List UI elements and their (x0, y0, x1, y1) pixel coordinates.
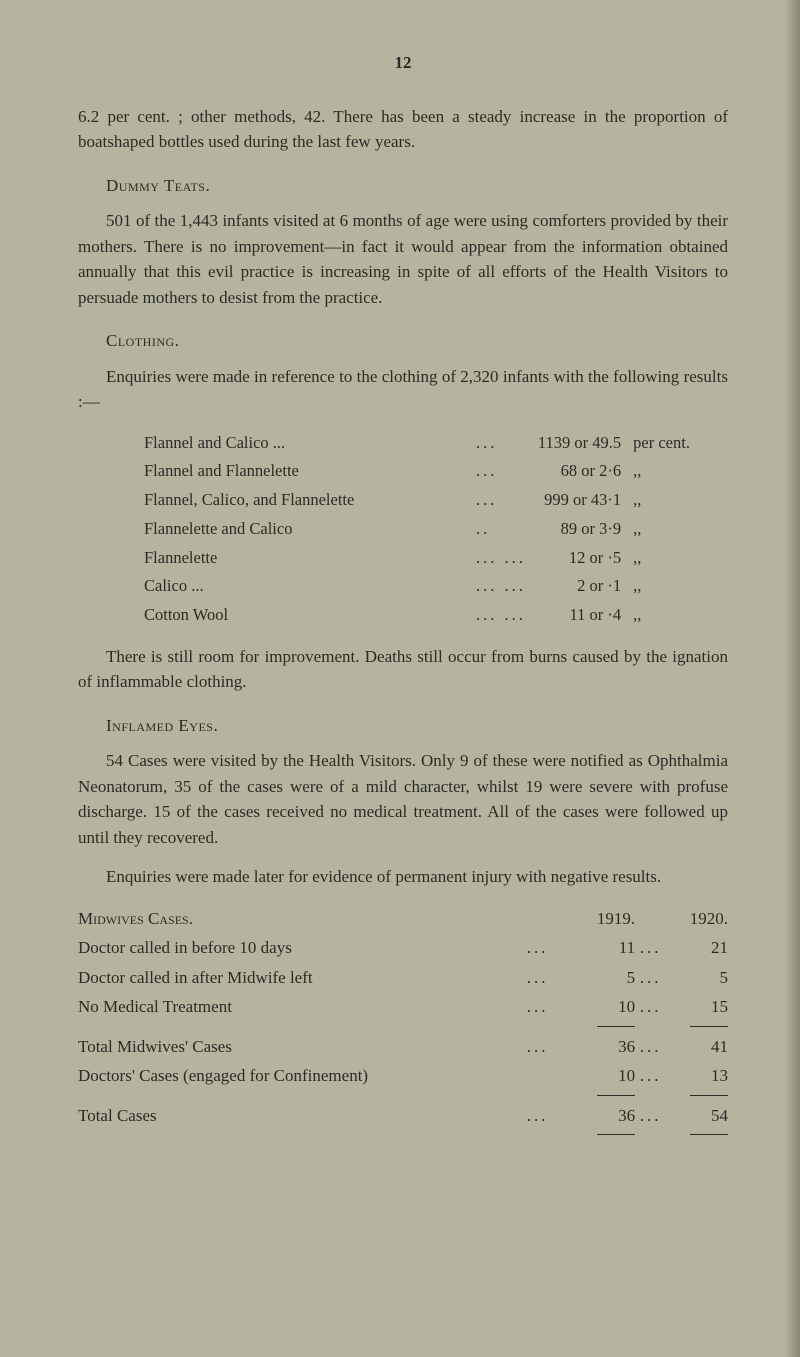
cell-value: 36 (573, 1032, 635, 1062)
table-row: Total Midwives' Cases ... 36 ... 41 (78, 1032, 728, 1062)
ellipsis: ... (527, 933, 573, 963)
stat-value: 2 or ·1 (532, 572, 621, 601)
paragraph-clothing: Enquiries were made in reference to the … (78, 364, 728, 415)
ellipsis: ... (470, 457, 532, 486)
table-row: Midwives Cases. 1919. 1920. (78, 904, 728, 934)
stat-label: Cotton Wool (138, 601, 470, 630)
document-page: 12 6.2 per cent. ; other methods, 42. Th… (0, 0, 800, 1190)
table-row: Total Cases ... 36 ... 54 (78, 1101, 728, 1131)
table-row: Flannelette and Calico..89 or 3·9,, (138, 515, 696, 544)
stat-unit: ,, (621, 486, 696, 515)
ellipsis: ... (635, 1061, 666, 1091)
page-number: 12 (78, 50, 728, 76)
row-label: Doctor called in after Midwife left (78, 963, 527, 993)
stat-unit: ,, (621, 601, 696, 630)
table-row: Calico ...... ...2 or ·1,, (138, 572, 696, 601)
stat-label: Flannelette and Calico (138, 515, 470, 544)
year-1919: 1919. (573, 904, 635, 934)
stat-label: Flannel and Flannelette (138, 457, 470, 486)
table-row: Doctor called in before 10 days ... 11 .… (78, 933, 728, 963)
heading-clothing: Clothing. (78, 328, 728, 354)
ellipsis: ... (527, 963, 573, 993)
table-row: No Medical Treatment ... 10 ... 15 (78, 992, 728, 1022)
stat-unit: per cent. (621, 429, 696, 458)
ellipsis: ... (635, 963, 666, 993)
row-label: Doctor called in before 10 days (78, 933, 527, 963)
stat-value: 68 or 2·6 (532, 457, 621, 486)
ellipsis: ... (635, 933, 666, 963)
cell-value: 15 (666, 992, 728, 1022)
table-row: Flannel, Calico, and Flannelette...999 o… (138, 486, 696, 515)
ellipsis: ... ... (470, 601, 532, 630)
table-row: Cotton Wool... ...11 or ·4,, (138, 601, 696, 630)
table-row: Doctor called in after Midwife left ... … (78, 963, 728, 993)
ellipsis: ... (470, 429, 532, 458)
stat-value: 1139 or 49.5 (532, 429, 621, 458)
row-label: No Medical Treatment (78, 992, 527, 1022)
paragraph-enquiries: Enquiries were made later for evidence o… (78, 864, 728, 890)
year-1920: 1920. (666, 904, 728, 934)
ellipsis: ... (527, 992, 573, 1022)
stat-unit: ,, (621, 544, 696, 573)
paragraph-eyes: 54 Cases were visited by the Health Visi… (78, 748, 728, 850)
stat-value: 89 or 3·9 (532, 515, 621, 544)
heading-dummy-teats: Dummy Teats. (78, 173, 728, 199)
cell-value: 54 (666, 1101, 728, 1131)
table-rule (78, 1022, 728, 1032)
paragraph-dummy-intro: 6.2 per cent. ; other methods, 42. There… (78, 104, 728, 155)
midwives-heading: Midwives Cases. (78, 909, 193, 928)
stat-label: Flannel and Calico ... (138, 429, 470, 458)
ellipsis: ... ... (470, 544, 532, 573)
stat-label: Flannel, Calico, and Flannelette (138, 486, 470, 515)
stat-label: Flannelette (138, 544, 470, 573)
stat-unit: ,, (621, 457, 696, 486)
stat-unit: ,, (621, 515, 696, 544)
table-rule (78, 1091, 728, 1101)
stat-value: 999 or 43·1 (532, 486, 621, 515)
cell-value: 5 (573, 963, 635, 993)
table-row: Flannel and Flannelette...68 or 2·6,, (138, 457, 696, 486)
midwives-cases-table: Midwives Cases. 1919. 1920. Doctor calle… (78, 904, 728, 1141)
table-rule (78, 1130, 728, 1140)
ellipsis: ... (527, 1032, 573, 1062)
stat-label: Calico ... (138, 572, 470, 601)
stat-value: 12 or ·5 (532, 544, 621, 573)
cell-value: 5 (666, 963, 728, 993)
cell-value: 10 (573, 1061, 635, 1091)
ellipsis: ... (635, 1101, 666, 1131)
paragraph-dummy: 501 of the 1,443 infants visited at 6 mo… (78, 208, 728, 310)
clothing-stats-table: Flannel and Calico ......1139 or 49.5per… (138, 429, 696, 630)
cell-value: 11 (573, 933, 635, 963)
ellipsis: ... (470, 486, 532, 515)
cell-value: 36 (573, 1101, 635, 1131)
cell-value: 21 (666, 933, 728, 963)
table-row: Doctors' Cases (engaged for Confinement)… (78, 1061, 728, 1091)
cell-value: 10 (573, 992, 635, 1022)
ellipsis: ... ... (470, 572, 532, 601)
ellipsis: ... (635, 992, 666, 1022)
stat-value: 11 or ·4 (532, 601, 621, 630)
table-row: Flannelette... ...12 or ·5,, (138, 544, 696, 573)
row-label: Doctors' Cases (engaged for Confinement) (78, 1061, 527, 1091)
row-label: Total Cases (78, 1101, 527, 1131)
ellipsis: ... (527, 1101, 573, 1131)
cell-value: 41 (666, 1032, 728, 1062)
cell-value: 13 (666, 1061, 728, 1091)
paragraph-clothing-tail: There is still room for improvement. Dea… (78, 644, 728, 695)
ellipsis: ... (635, 1032, 666, 1062)
stat-unit: ,, (621, 572, 696, 601)
table-row: Flannel and Calico ......1139 or 49.5per… (138, 429, 696, 458)
page-shadow (784, 0, 800, 1357)
ellipsis: .. (470, 515, 532, 544)
heading-inflamed-eyes: Inflamed Eyes. (78, 713, 728, 739)
row-label: Total Midwives' Cases (78, 1032, 527, 1062)
